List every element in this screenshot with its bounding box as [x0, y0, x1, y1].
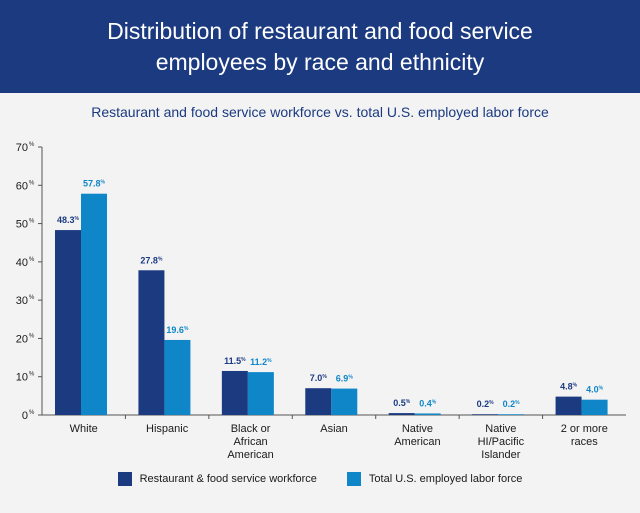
- y-tick-suffix: %: [29, 295, 35, 301]
- bar-labor-force: [498, 414, 525, 415]
- bar-value-label: 0.4%: [419, 398, 437, 408]
- bar-value-label: 0.2%: [477, 399, 495, 409]
- bar-labor-force: [581, 399, 608, 415]
- y-tick-label: 20: [16, 333, 28, 345]
- x-category-label: Hispanic: [146, 423, 189, 435]
- y-tick-suffix: %: [29, 180, 35, 186]
- page-title: Distribution of restaurant and food serv…: [107, 17, 533, 75]
- bar-restaurant: [305, 388, 332, 415]
- bar-value-label: 6.9%: [336, 374, 354, 384]
- y-tick-label: 30: [16, 295, 28, 307]
- bar-value-label: 57.8%: [83, 179, 106, 189]
- legend-swatch-labor-force: [346, 472, 361, 486]
- bar-value-label: 4.0%: [586, 385, 604, 395]
- bar-labor-force: [164, 339, 191, 415]
- y-tick-suffix: %: [29, 219, 35, 225]
- bar-labor-force: [81, 193, 107, 415]
- legend-label-labor-force: Total U.S. employed labor force: [368, 473, 523, 485]
- y-tick-label: 0: [22, 410, 28, 422]
- y-tick-label: 50: [16, 219, 28, 231]
- x-category-label: Native American: [394, 423, 440, 448]
- legend-item-labor-force: Total U.S. employed labor force: [346, 472, 523, 486]
- bar-restaurant: [388, 413, 415, 415]
- bar-value-label: 7.0%: [310, 373, 328, 383]
- bar-restaurant: [555, 396, 582, 415]
- bar-labor-force: [247, 372, 274, 415]
- bar-restaurant: [138, 270, 165, 415]
- header-banner: Distribution of restaurant and food serv…: [0, 0, 640, 93]
- y-tick-suffix: %: [29, 257, 35, 263]
- bar-value-label: 11.2%: [250, 357, 272, 367]
- bar-value-label: 0.5%: [393, 398, 411, 408]
- legend-label-restaurant: Restaurant & food service workforce: [139, 473, 317, 485]
- x-category-label: Native HI/Pacific Islander: [478, 423, 525, 461]
- x-category-label: 2 or more races: [561, 423, 608, 448]
- y-tick-suffix: %: [29, 142, 35, 148]
- bar-value-label: 11.5%: [224, 356, 246, 366]
- bar-value-label: 48.3%: [57, 215, 80, 225]
- y-tick-label: 40: [16, 257, 28, 269]
- y-tick-suffix: %: [29, 372, 35, 378]
- bar-restaurant: [221, 370, 248, 415]
- bar-value-label: 4.8%: [560, 382, 578, 392]
- chart-legend: Restaurant & food service workforce Tota…: [0, 472, 640, 486]
- bar-labor-force: [331, 388, 358, 415]
- bar-value-label: 19.6%: [166, 325, 189, 335]
- y-tick-suffix: %: [29, 333, 35, 339]
- bar-value-label: 27.8%: [140, 255, 163, 265]
- bar-labor-force: [414, 413, 441, 415]
- bar-restaurant: [472, 414, 499, 415]
- legend-swatch-restaurant: [117, 472, 132, 486]
- y-tick-label: 60: [16, 180, 28, 192]
- x-category-label: White: [70, 423, 98, 435]
- legend-item-restaurant: Restaurant & food service workforce: [117, 472, 317, 486]
- y-tick-suffix: %: [29, 410, 35, 416]
- bar-restaurant: [55, 230, 81, 415]
- bar-value-label: 0.2%: [503, 399, 521, 409]
- chart-subtitle: Restaurant and food service workforce vs…: [91, 104, 549, 120]
- y-tick-label: 10: [16, 372, 28, 384]
- x-category-label: Black or African American: [227, 423, 273, 461]
- x-category-label: Asian: [320, 423, 348, 435]
- y-tick-label: 70: [16, 142, 28, 154]
